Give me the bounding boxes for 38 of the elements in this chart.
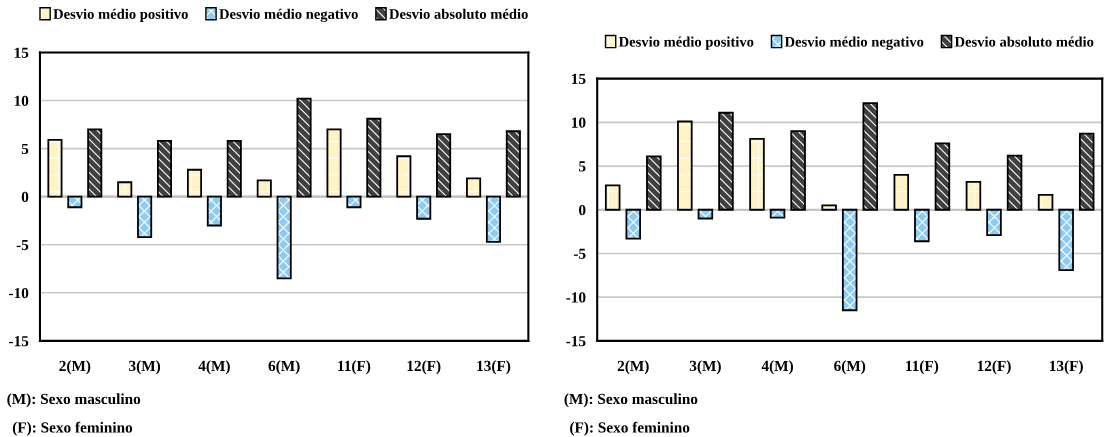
y-tick-label: 15 [14, 47, 29, 58]
y-tick-label: 10 [572, 117, 586, 128]
x-tick-label: 2(M) [59, 360, 91, 375]
x-tick-label: 13(F) [477, 360, 511, 375]
y-tick-label: 10 [14, 95, 29, 106]
x-tick-label: 3(M) [689, 360, 721, 375]
text: (F): Sexo feminino [12, 421, 133, 436]
x-tick-label: 12(F) [977, 360, 1011, 375]
legend-label: Desvio médio negativo [784, 36, 924, 50]
x-tick-label: 4(M) [761, 360, 793, 375]
y-tick-label: -10 [566, 292, 586, 303]
x-tick-label: 6(M) [834, 360, 866, 375]
y-tick-label: 5 [21, 143, 29, 155]
text: (M): Sexo masculino [564, 393, 698, 408]
x-tick-label: 4(M) [198, 360, 230, 375]
y-tick-label: 0 [21, 191, 29, 203]
x-tick-label: 11(F) [906, 360, 939, 375]
x-tick-label: 2(M) [617, 360, 649, 375]
y-tick-label: -5 [573, 248, 586, 259]
y-tick-label: 0 [579, 204, 586, 216]
y-tick-label: -15 [566, 336, 586, 347]
y-tick-label: -10 [9, 287, 29, 299]
x-tick-label: 3(M) [129, 360, 161, 375]
legend-label: Desvio absoluto médio [954, 36, 1094, 47]
legend-label: Desvio médio positivo [618, 36, 754, 50]
y-tick-label: 5 [579, 161, 586, 172]
x-tick-label: 12(F) [407, 360, 441, 375]
x-tick-label: 13(F) [1049, 360, 1083, 375]
legend-label: Desvio médio negativo [219, 8, 358, 23]
y-tick-label: -15 [9, 336, 29, 347]
legend-label: Desvio médio positivo [53, 8, 188, 22]
legend-label: Desvio absoluto médio [389, 8, 528, 19]
y-tick-label: 15 [572, 73, 586, 85]
x-tick-label: 6(M) [268, 360, 300, 375]
text: (M): Sexo masculino [7, 393, 141, 408]
y-tick-label: -5 [16, 240, 29, 251]
x-tick-label: 11(F) [338, 360, 371, 375]
text: (F): Sexo feminino [570, 421, 690, 436]
